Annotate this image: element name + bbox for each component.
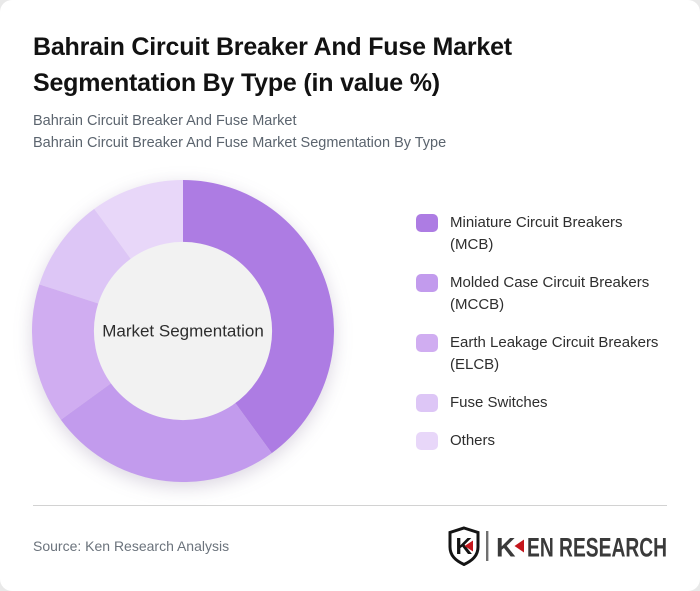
legend-swatch-icon [416, 394, 438, 412]
legend-label: Molded Case Circuit Breakers (MCCB) [450, 274, 650, 313]
page-title: Bahrain Circuit Breaker And Fuse Market … [33, 33, 512, 97]
legend-item-3[interactable]: Earth Leakage Circuit Breakers (ELCB) [416, 332, 666, 376]
legend-swatch-icon [416, 432, 438, 450]
legend-label: Fuse Switches [450, 394, 548, 411]
legend-swatch-icon [416, 214, 438, 232]
logo-shield-icon [448, 526, 480, 567]
subtitle-line-1: Bahrain Circuit Breaker And Fuse Market [33, 113, 297, 129]
chart-legend: Miniature Circuit Breakers (MCB) Molded Ca… [416, 212, 666, 452]
donut-hole [93, 241, 273, 421]
subtitle-line-2: Bahrain Circuit Breaker And Fuse Market … [33, 134, 447, 151]
logo-shield-triangle-icon [464, 540, 473, 552]
legend-swatch-icon [416, 334, 438, 352]
legend-label: Earth Leakage Circuit Breakers (ELCB) [450, 334, 659, 373]
legend-item-5[interactable]: Others [416, 430, 666, 452]
ken-research-logo: K K EN RESEARCH [448, 526, 670, 567]
donut-chart-svg: Market Segmentation [31, 180, 335, 483]
footer-divider [33, 505, 667, 506]
legend-label: Others [450, 432, 496, 449]
footer: Source: Ken Research Analysis K K EN RES… [33, 524, 670, 568]
legend-item-4[interactable]: Fuse Switches [416, 392, 666, 414]
subtitle-block: Bahrain Circuit Breaker And Fuse Market … [33, 111, 446, 154]
logo-shield-letter: K [456, 533, 473, 559]
legend-item-2[interactable]: Molded Case Circuit Breakers (MCCB) [416, 272, 666, 316]
logo-text-rest: EN RESEARCH [527, 533, 667, 563]
legend-item-1[interactable]: Miniature Circuit Breakers (MCB) [416, 212, 666, 256]
logo-text-k: K [496, 533, 516, 563]
legend-label: Miniature Circuit Breakers (MCB) [450, 214, 623, 253]
source-note: Source: Ken Research Analysis [33, 538, 230, 554]
donut-chart: Market Segmentation [31, 180, 335, 483]
legend-swatch-icon [416, 274, 438, 292]
logo-separator [486, 531, 489, 561]
donut-center-label: Market Segmentation [102, 322, 264, 341]
logo-triangle-icon [514, 539, 524, 553]
